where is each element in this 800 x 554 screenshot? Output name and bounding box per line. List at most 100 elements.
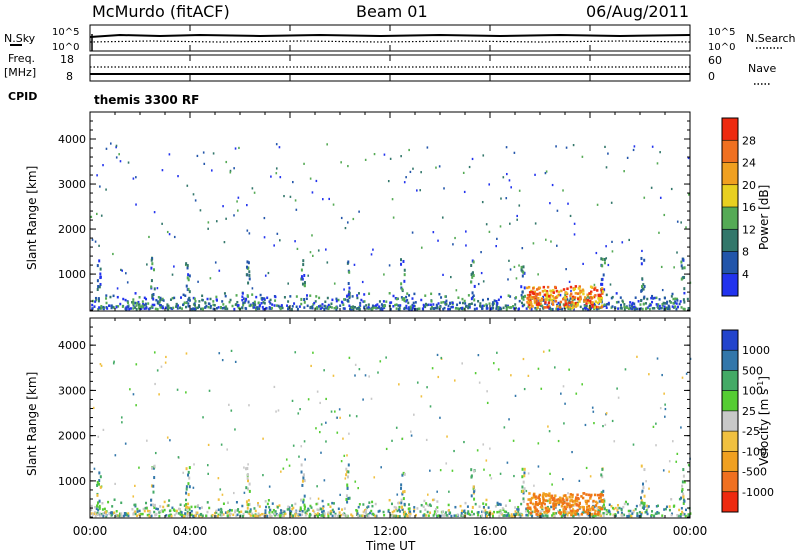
data-cell	[557, 290, 561, 294]
data-cell	[575, 496, 578, 500]
data-cell	[451, 301, 454, 305]
data-cell	[611, 295, 614, 299]
data-cell	[435, 166, 437, 169]
data-cell	[464, 501, 467, 505]
data-cell	[527, 472, 530, 475]
data-cell	[276, 513, 279, 517]
data-cell	[540, 298, 543, 302]
data-cell	[194, 199, 197, 202]
data-cell	[219, 488, 222, 491]
data-cell	[127, 161, 130, 164]
data-cell	[507, 294, 510, 297]
data-cell	[502, 306, 505, 310]
data-cell	[570, 512, 574, 515]
data-cell	[457, 296, 460, 299]
data-cell	[579, 290, 583, 294]
data-cell	[685, 226, 687, 229]
data-cell	[563, 306, 566, 310]
data-cell	[673, 301, 676, 305]
data-cell	[395, 507, 398, 511]
data-cell	[562, 288, 566, 291]
data-cell	[288, 508, 291, 511]
data-cell	[655, 444, 657, 447]
data-cell	[533, 299, 537, 302]
data-cell	[668, 307, 671, 311]
data-cell	[470, 297, 473, 301]
data-cell	[452, 243, 454, 246]
data-cell	[129, 388, 131, 391]
data-cell	[99, 475, 102, 479]
data-cell	[185, 487, 188, 491]
freq-tick-bottom: 8	[66, 70, 73, 83]
data-cell	[651, 307, 654, 310]
data-cell	[434, 306, 437, 310]
data-cell	[283, 194, 285, 198]
data-cell	[273, 385, 276, 389]
data-cell	[176, 307, 179, 310]
data-cell	[568, 301, 571, 305]
data-cell	[329, 305, 332, 309]
data-cell	[155, 507, 158, 511]
data-cell	[523, 303, 526, 307]
data-cell	[99, 485, 102, 489]
data-cell	[416, 507, 419, 510]
data-cell	[132, 298, 135, 301]
data-cell	[680, 507, 683, 510]
data-cell	[499, 225, 502, 228]
data-cell	[592, 295, 596, 299]
data-cell	[443, 187, 445, 190]
data-cell	[347, 299, 350, 303]
data-cell	[305, 297, 308, 301]
data-cell	[545, 296, 548, 300]
data-cell	[522, 265, 525, 269]
data-cell	[376, 303, 379, 306]
data-cell	[252, 303, 255, 307]
data-cell	[681, 489, 684, 493]
data-cell	[533, 297, 536, 301]
data-cell	[321, 510, 324, 514]
data-cell	[192, 514, 195, 518]
data-cell	[575, 503, 578, 507]
data-cell	[134, 512, 137, 516]
data-cell	[343, 298, 346, 301]
data-cell	[555, 307, 558, 311]
data-cell	[257, 301, 260, 304]
data-cell	[548, 494, 552, 498]
data-cell	[259, 293, 262, 297]
data-cell	[143, 509, 146, 513]
data-cell	[312, 254, 314, 257]
data-cell	[94, 505, 97, 509]
data-cell	[680, 306, 683, 309]
data-cell	[640, 499, 643, 503]
data-cell	[573, 222, 576, 225]
data-cell	[651, 294, 654, 298]
data-cell	[264, 274, 267, 277]
data-cell	[563, 422, 565, 425]
data-cell	[184, 305, 187, 309]
cpid-value: themis 3300 RF	[94, 93, 199, 107]
data-cell	[362, 398, 364, 401]
data-cell	[320, 514, 323, 517]
data-cell	[586, 298, 590, 302]
data-cell	[569, 214, 572, 218]
data-cell	[108, 512, 111, 516]
data-cell	[186, 264, 189, 268]
data-cell	[574, 301, 578, 305]
data-cell	[592, 410, 595, 413]
data-cell	[135, 363, 138, 366]
data-cell	[154, 451, 157, 455]
data-cell	[495, 304, 498, 307]
data-cell	[134, 484, 136, 487]
data-cell	[334, 514, 337, 517]
data-cell	[282, 514, 285, 518]
colorbar-segment	[722, 140, 738, 163]
data-cell	[321, 198, 324, 201]
data-cell	[578, 514, 581, 517]
data-cell	[514, 394, 517, 397]
data-cell	[562, 514, 565, 517]
data-cell	[348, 414, 351, 417]
data-cell	[110, 304, 113, 307]
data-cell	[383, 273, 385, 276]
data-cell	[206, 501, 209, 504]
data-cell	[442, 273, 444, 276]
